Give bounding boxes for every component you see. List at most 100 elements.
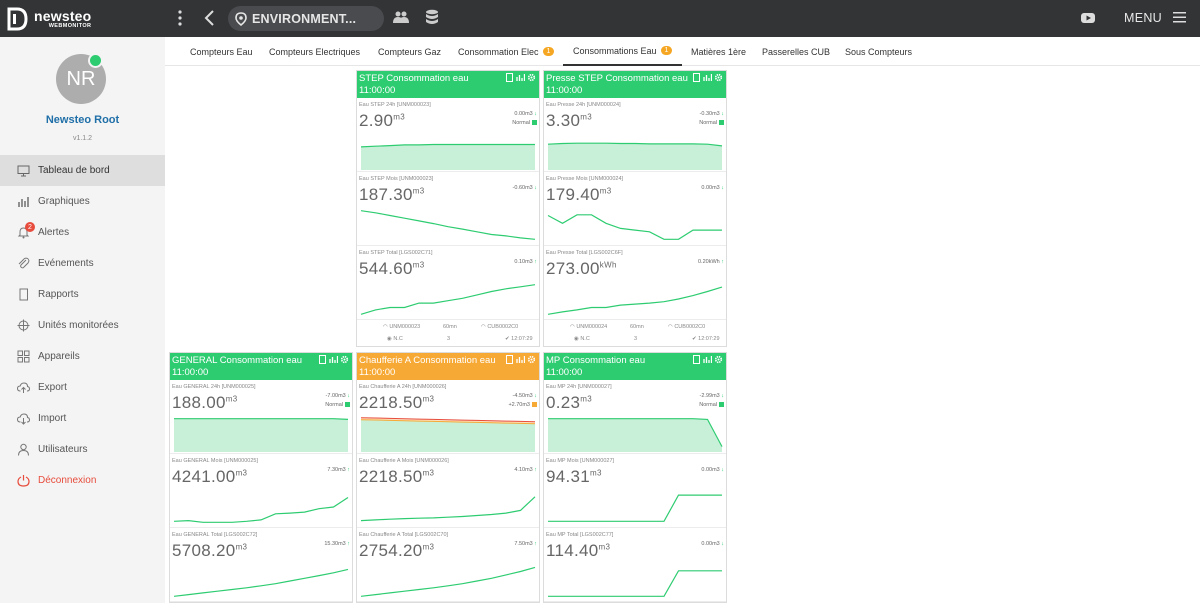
metric-row[interactable]: Eau Presse Total [LGS002C6F] 273.00kWh 0.2… [544, 246, 726, 320]
sparkline-chart[interactable] [546, 132, 724, 170]
metric-label: Eau Presse Total [LGS002C6F] [546, 250, 623, 256]
metric-row[interactable]: Eau GENERAL Mois [UNM000025] 4241.00m3 7.3… [170, 454, 352, 528]
widget-time: 11:00:00 [546, 85, 583, 96]
logo[interactable]: newsteo WEBMONITOR [6, 6, 91, 32]
hamburger-icon[interactable] [1173, 11, 1186, 23]
metric-row[interactable]: Eau STEP 24h [UNM000023] 2.90m3 0.00m3 ↓ No… [357, 98, 539, 172]
metric-delta-box: 0.00m3 ↓ [701, 184, 724, 193]
sidebar-item-import[interactable]: Import [0, 403, 165, 434]
widget-header[interactable]: Presse STEP Consommation eau 11:00:00 [544, 71, 726, 98]
metric-row[interactable]: Eau MP Mois [UNM000027] 94.31m3 0.00m3 ↓ [544, 454, 726, 528]
sparkline-chart[interactable] [359, 280, 537, 318]
metric-delta: 0.00m3 [701, 467, 720, 473]
gear-icon[interactable] [714, 73, 723, 82]
environment-selector[interactable]: ENVIRONMENT... [228, 6, 384, 31]
sparkline-chart[interactable] [359, 414, 537, 452]
metric-delta-box: 7.30m3 ↑ [327, 466, 350, 475]
map-pin-icon [235, 11, 247, 26]
tab-matieres-1ere[interactable]: Matières 1ère [691, 37, 746, 66]
widget-header[interactable]: GENERAL Consommation eau 11:00:00 [170, 353, 352, 380]
sparkline-chart[interactable] [359, 562, 537, 600]
sparkline-chart[interactable] [546, 206, 724, 244]
metric-row[interactable]: Eau Presse 24h [UNM000024] 3.30m3 -0.30m3 … [544, 98, 726, 172]
arrow-up-icon: ↑ [345, 467, 350, 473]
sparkline-chart[interactable] [359, 488, 537, 526]
sidebar-item-graphiques[interactable]: Graphiques [0, 186, 165, 217]
sparkline-chart[interactable] [359, 132, 537, 170]
metric-row[interactable]: Eau GENERAL 24h [UNM000025] 188.00m3 -7.00… [170, 380, 352, 454]
metric-row[interactable]: Eau Chaufferie A 24h [UNM000026] 2218.50m… [357, 380, 539, 454]
metric-row[interactable]: Eau Chaufferie A Mois [UNM000026] 2218.50… [357, 454, 539, 528]
sparkline-chart[interactable] [172, 414, 350, 452]
kebab-menu-icon[interactable] [172, 9, 188, 27]
sidebar-item-alertes[interactable]: 2 Alertes [0, 217, 165, 248]
sparkline-chart[interactable] [359, 206, 537, 244]
gear-icon[interactable] [714, 355, 723, 364]
sparkline-chart[interactable] [546, 280, 724, 318]
widget-header[interactable]: MP Consommation eau 11:00:00 [544, 353, 726, 380]
metric-row[interactable]: Eau MP 24h [UNM000027] 0.23m3 -2.99m3 ↓ Nor… [544, 380, 726, 454]
document-icon[interactable] [692, 73, 701, 82]
metric-value: 2754.20 [359, 541, 423, 560]
sparkline-chart[interactable] [172, 562, 350, 600]
menu-label[interactable]: MENU [1124, 11, 1163, 25]
sidebar-item-rapports[interactable]: Rapports [0, 279, 165, 310]
tab-compteurs-gaz[interactable]: Compteurs Gaz [378, 37, 441, 66]
metric-row[interactable]: Eau Chaufferie A Total [LGS002C70] 2754.2… [357, 528, 539, 602]
metric-row[interactable]: Eau MP Total [LGS002C77] 114.40m3 0.00m3 ↓ [544, 528, 726, 602]
chart-icon[interactable] [703, 73, 712, 82]
youtube-icon[interactable] [1081, 12, 1095, 24]
metric-row[interactable]: Eau GENERAL Total [LGS002C72] 5708.20m3 15… [170, 528, 352, 602]
footer-gateway-id: CUB0002C0 [487, 324, 519, 330]
metric-label: Eau GENERAL 24h [UNM000025] [172, 384, 256, 390]
tab-consommation-elec[interactable]: Consommation Elec 1 [458, 37, 555, 66]
document-icon[interactable] [692, 355, 701, 364]
metric-unit: m3 [412, 186, 425, 196]
gear-icon[interactable] [527, 73, 536, 82]
metric-row[interactable]: Eau Presse Mois [UNM000024] 179.40m3 0.00m… [544, 172, 726, 246]
tab-consommations-eau[interactable]: Consommations Eau 1 [563, 37, 683, 66]
chart-icon[interactable] [516, 355, 525, 364]
users-icon[interactable] [393, 9, 409, 25]
tab-sous-compteurs[interactable]: Sous Compteurs [845, 37, 912, 66]
widget-header[interactable]: Chaufferie A Consommation eau 11:00:00 [357, 353, 539, 380]
tab-compteurs-electriques[interactable]: Compteurs Electriques [269, 37, 360, 66]
metric-delta-line: 15.30m3 ↑ [324, 540, 350, 549]
metric-delta-line: -4.50m3 ↓ [508, 392, 537, 401]
metric-value-wrap: 0.23m3 [546, 393, 592, 413]
gear-icon[interactable] [527, 355, 536, 364]
wifi-icon: ◠ [383, 324, 390, 330]
metric-value: 0.23 [546, 393, 581, 412]
chart-icon[interactable] [703, 355, 712, 364]
sidebar-item-appareils[interactable]: Appareils [0, 341, 165, 372]
metric-row[interactable]: Eau STEP Total [LGS002C71] 544.60m3 0.10m3… [357, 246, 539, 320]
sidebar-item-deconnexion[interactable]: Déconnexion [0, 465, 165, 496]
chart-icon[interactable] [329, 355, 338, 364]
sidebar-item-export[interactable]: Export [0, 372, 165, 403]
sidebar-item-utilisateurs[interactable]: Utilisateurs [0, 434, 165, 465]
sparkline-chart[interactable] [546, 562, 724, 600]
sparkline-chart[interactable] [546, 488, 724, 526]
gear-icon[interactable] [340, 355, 349, 364]
metric-delta-box: -4.50m3 ↓ +2.70m3 [508, 392, 537, 410]
user-name[interactable]: Newsteo Root [45, 114, 120, 126]
metric-value-wrap: 5708.20m3 [172, 541, 247, 561]
document-icon[interactable] [505, 355, 514, 364]
chart-icon[interactable] [516, 73, 525, 82]
sidebar-item-tableau-de-bord[interactable]: Tableau de bord [0, 155, 165, 186]
sparkline-chart[interactable] [546, 414, 724, 452]
database-icon[interactable] [425, 9, 439, 25]
widget-header[interactable]: STEP Consommation eau 11:00:00 [357, 71, 539, 98]
sparkline-line [360, 417, 536, 423]
sidebar-item-evenements[interactable]: Evénements [0, 248, 165, 279]
sidebar-item-unites-monitorees[interactable]: Unités monitorées [0, 310, 165, 341]
tab-passerelles-cub[interactable]: Passerelles CUB [762, 37, 830, 66]
metric-row[interactable]: Eau STEP Mois [UNM000023] 187.30m3 -0.60m3… [357, 172, 539, 246]
sparkline-chart[interactable] [172, 488, 350, 526]
widget-actions [505, 73, 536, 82]
tab-label: Passerelles CUB [762, 46, 831, 57]
tab-compteurs-eau[interactable]: Compteurs Eau [190, 37, 253, 66]
back-chevron-icon[interactable] [202, 8, 218, 28]
document-icon[interactable] [505, 73, 514, 82]
document-icon[interactable] [318, 355, 327, 364]
